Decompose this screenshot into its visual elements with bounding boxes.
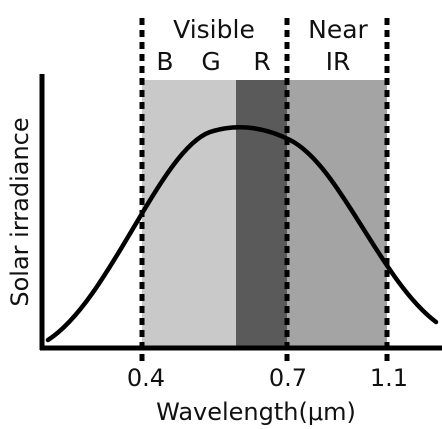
y-axis-label: Solar irradiance xyxy=(6,117,34,306)
b-label: B xyxy=(156,47,173,76)
band-visible-blue-green xyxy=(142,80,236,348)
x-axis-label: Wavelength(μm) xyxy=(156,398,356,426)
band-visible-red xyxy=(236,80,287,348)
near-label: Near xyxy=(308,15,368,44)
g-label: G xyxy=(201,47,220,76)
x-tick-label: 1.1 xyxy=(370,364,408,392)
r-label: R xyxy=(253,47,270,76)
ir-label: IR xyxy=(326,47,351,76)
band-near-ir xyxy=(287,80,387,348)
x-tick-label: 0.7 xyxy=(269,364,307,392)
x-tick-label: 0.4 xyxy=(127,364,165,392)
irradiance-curve xyxy=(45,125,439,343)
visible-label: Visible xyxy=(173,15,255,44)
